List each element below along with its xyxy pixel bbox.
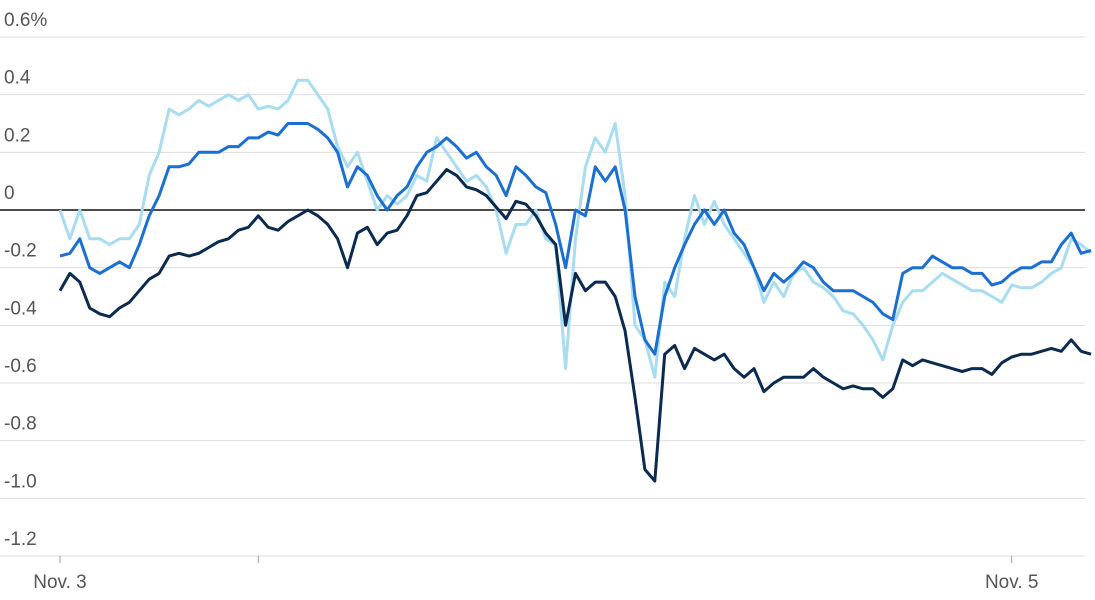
y-tick-label: -0.2 <box>4 241 37 262</box>
y-tick-label: 0.4 <box>4 68 31 89</box>
series-line <box>58 78 1092 379</box>
y-tick-label: -0.8 <box>4 414 37 435</box>
series-line <box>58 168 1092 483</box>
y-tick-label: -1.2 <box>4 529 37 550</box>
y-tick-label: -0.4 <box>4 298 37 319</box>
series-line <box>59 122 1092 356</box>
y-tick-label: -0.6 <box>4 356 37 377</box>
x-tick-label: Nov. 5 <box>985 572 1039 593</box>
y-tick-label: -1.0 <box>4 471 37 492</box>
y-tick-label: 0.2 <box>4 125 30 146</box>
x-tick-label: Nov. 3 <box>33 572 87 593</box>
y-tick-label: 0 <box>4 183 15 204</box>
y-tick-label: 0.6% <box>4 10 47 31</box>
